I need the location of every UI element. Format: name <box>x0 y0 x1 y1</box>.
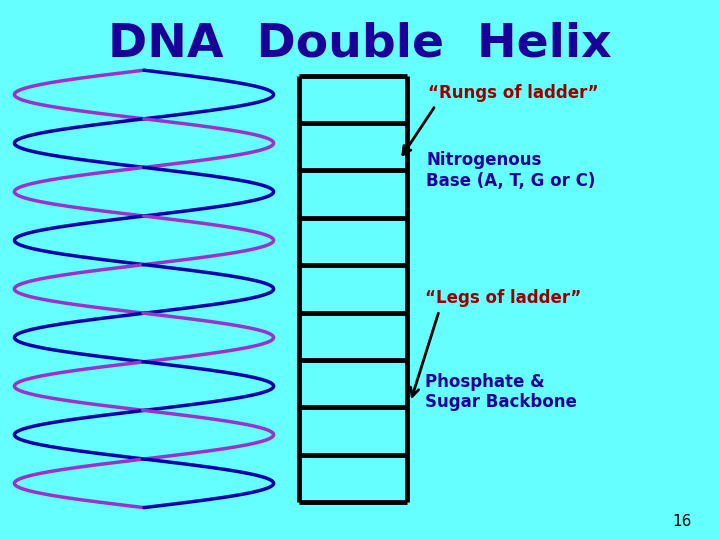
Text: Nitrogenous
Base (A, T, G or C): Nitrogenous Base (A, T, G or C) <box>426 151 595 190</box>
Text: DNA  Double  Helix: DNA Double Helix <box>108 22 612 66</box>
Text: 16: 16 <box>672 514 691 529</box>
Text: “Legs of ladder”: “Legs of ladder” <box>425 289 581 307</box>
Text: Phosphate &
Sugar Backbone: Phosphate & Sugar Backbone <box>425 373 577 411</box>
Text: “Rungs of ladder”: “Rungs of ladder” <box>428 84 599 102</box>
